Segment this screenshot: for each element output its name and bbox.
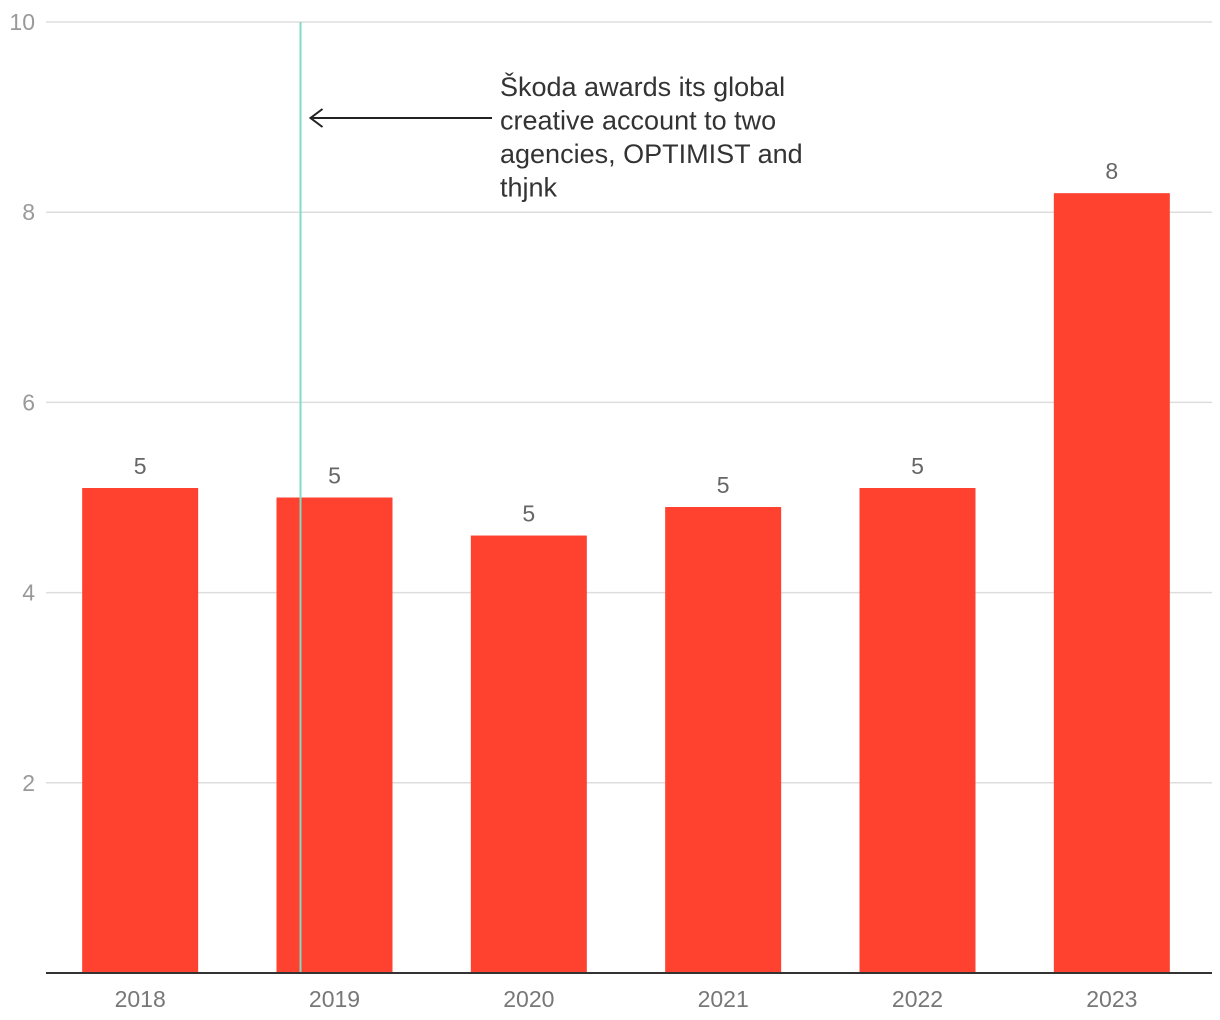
bar-2022 — [859, 487, 976, 973]
bar-2018 — [82, 487, 199, 973]
annotation-text-line: Škoda awards its global — [500, 71, 785, 102]
bar-value-label: 5 — [522, 501, 535, 527]
x-tick-label: 2019 — [309, 986, 360, 1012]
annotation-arrowhead — [308, 108, 324, 128]
bar-2020 — [470, 535, 587, 973]
x-tick-label: 2023 — [1086, 986, 1137, 1012]
x-tick-label: 2022 — [892, 986, 943, 1012]
x-tick-label: 2020 — [503, 986, 554, 1012]
bars: 5 5 5 5 5 8 — [82, 158, 1170, 973]
y-tick-label: 10 — [9, 9, 35, 35]
x-tick-label: 2018 — [115, 986, 166, 1012]
x-axis-ticks: 2018 2019 2020 2021 2022 2023 — [115, 986, 1138, 1012]
annotation: Škoda awards its global creative account … — [299, 22, 803, 973]
bar-2023 — [1053, 193, 1170, 973]
y-tick-label: 2 — [22, 770, 35, 796]
bar-2021 — [665, 507, 782, 973]
y-tick-label: 6 — [22, 389, 35, 415]
bar-2019 — [276, 497, 393, 973]
bar-value-label: 5 — [911, 453, 924, 479]
bar-value-label: 5 — [134, 453, 147, 479]
gridlines — [46, 21, 1212, 784]
y-tick-label: 8 — [22, 199, 35, 225]
bar-value-label: 5 — [717, 472, 730, 498]
y-tick-label: 4 — [22, 580, 35, 606]
annotation-text-line: agencies, OPTIMIST and — [500, 139, 803, 169]
x-tick-label: 2021 — [698, 986, 749, 1012]
annotation-text-line: creative account to two — [500, 106, 776, 136]
annotation-text-line: thjnk — [500, 173, 558, 203]
bar-value-label: 8 — [1105, 158, 1118, 184]
bar-value-label: 5 — [328, 463, 341, 489]
y-axis-ticks: 2 4 6 8 10 — [9, 9, 35, 796]
